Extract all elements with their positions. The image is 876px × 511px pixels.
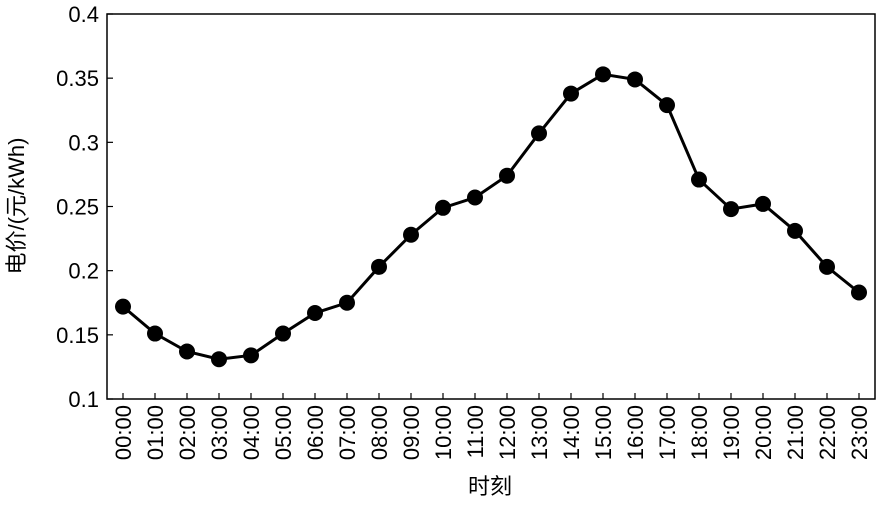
point <box>531 125 547 142</box>
x-tick-label: 10:00 <box>431 405 456 460</box>
x-tick-label: 18:00 <box>687 405 712 460</box>
x-tick-label: 08:00 <box>367 405 392 460</box>
point <box>435 199 451 216</box>
point <box>179 343 195 360</box>
x-tick-label: 13:00 <box>527 405 552 460</box>
y-tick-label: 0.35 <box>56 66 99 91</box>
x-tick-label: 09:00 <box>399 405 424 460</box>
x-tick-label: 16:00 <box>623 405 648 460</box>
x-tick-label: 20:00 <box>751 405 776 460</box>
y-tick-label: 0.25 <box>56 195 99 220</box>
point <box>307 305 323 322</box>
x-tick-label: 22:00 <box>815 405 840 460</box>
point <box>115 298 131 315</box>
point <box>211 351 227 368</box>
point <box>851 284 867 301</box>
x-tick-label: 03:00 <box>207 405 232 460</box>
y-tick-label: 0.15 <box>56 323 99 348</box>
y-tick-label: 0.4 <box>68 2 99 27</box>
x-tick-label: 07:00 <box>335 405 360 460</box>
point <box>627 71 643 88</box>
x-tick-label: 11:00 <box>463 405 488 458</box>
y-axis-label: 电价/(元/kWh) <box>4 138 29 275</box>
point <box>499 167 515 184</box>
point <box>755 195 771 212</box>
point <box>595 66 611 83</box>
point <box>147 325 163 342</box>
x-tick-label: 05:00 <box>271 405 296 460</box>
point <box>243 347 259 364</box>
x-tick-label: 01:00 <box>143 405 168 460</box>
point <box>723 201 739 218</box>
point <box>563 85 579 102</box>
x-tick-label: 19:00 <box>719 405 744 460</box>
y-tick-label: 0.1 <box>68 387 99 412</box>
point <box>275 325 291 342</box>
point <box>339 294 355 311</box>
x-tick-label: 12:00 <box>495 405 520 460</box>
x-tick-label: 06:00 <box>303 405 328 460</box>
x-tick-label: 21:00 <box>783 405 808 460</box>
y-tick-label: 0.2 <box>68 259 99 284</box>
x-axis-label: 时刻 <box>468 474 512 499</box>
point <box>691 171 707 188</box>
point <box>371 258 387 275</box>
y-tick-label: 0.3 <box>68 130 99 155</box>
x-tick-label: 15:00 <box>591 405 616 460</box>
x-tick-label: 23:00 <box>847 405 872 460</box>
x-tick-label: 02:00 <box>175 405 200 460</box>
x-tick-label: 17:00 <box>655 405 680 460</box>
x-tick-label: 14:00 <box>559 405 584 460</box>
point <box>819 258 835 275</box>
x-tick-label: 00:00 <box>111 405 136 460</box>
line <box>122 72 860 361</box>
point <box>787 222 803 239</box>
point <box>659 97 675 114</box>
point <box>467 189 483 206</box>
x-tick-label: 04:00 <box>239 405 264 460</box>
point <box>403 226 419 243</box>
